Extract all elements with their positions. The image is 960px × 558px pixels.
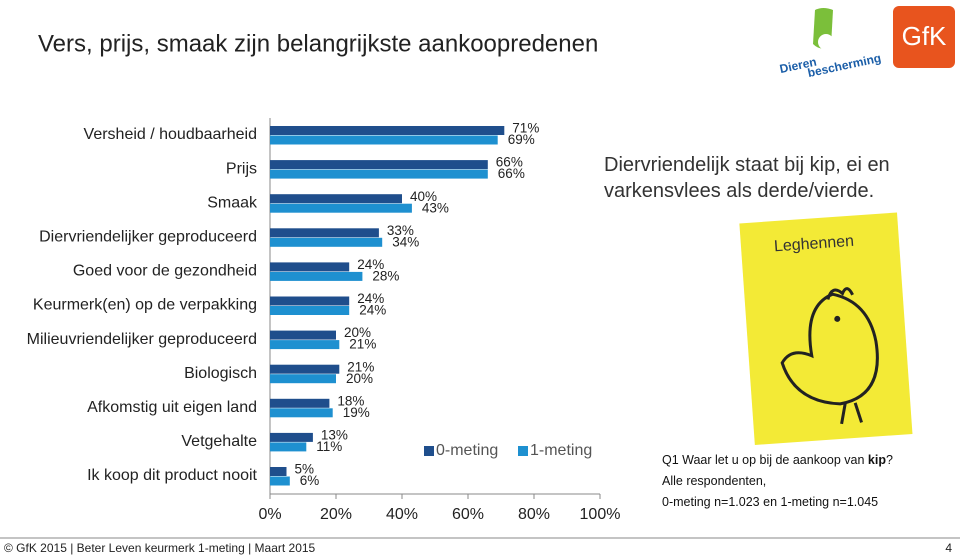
bar [270, 408, 333, 418]
y-tick-label: Vetgehalte [181, 433, 257, 450]
x-tick-label: 40% [386, 506, 418, 523]
value-label: 20% [346, 371, 373, 386]
value-label: 33% [387, 223, 414, 238]
x-tick-label: 80% [518, 506, 550, 523]
bar [270, 160, 488, 170]
question: Q1 Waar let u op bij de aankoop van kip? [662, 450, 893, 471]
note-line: 0-meting n=1.023 en 1-meting n=1.045 [662, 495, 879, 509]
bar [270, 296, 350, 306]
logo-bg [797, 5, 877, 87]
bar [270, 306, 350, 315]
y-tick-label: Prijs [226, 160, 257, 177]
question-text: ? [885, 453, 893, 467]
bar [270, 262, 350, 272]
y-tick-label: Versheid / houdbaarheid [84, 126, 257, 143]
bar [270, 228, 379, 238]
value-label: 18% [337, 393, 364, 408]
bar [270, 340, 340, 350]
value-label: 24% [359, 303, 386, 318]
value-label: 21% [349, 337, 376, 352]
bar [270, 442, 307, 452]
value-label: 19% [343, 405, 370, 420]
y-tick-label: Keurmerk(en) op de verpakking [33, 297, 257, 314]
sticky-note: Leghennen [739, 212, 913, 445]
bar [270, 374, 336, 384]
x-tick-label: 20% [320, 506, 352, 523]
y-tick-label: Smaak [207, 194, 258, 211]
note-line: Alle respondenten, [662, 474, 767, 488]
y-tick-label: Biologisch [184, 365, 257, 382]
bar [270, 169, 488, 179]
value-label: 24% [357, 291, 384, 306]
question-bold: kip [867, 453, 886, 467]
page-number: 4 [945, 541, 952, 555]
bar [270, 432, 313, 442]
annotation: Diervriendelijk staat bij kip, ei en var… [604, 154, 890, 202]
value-label: 24% [357, 257, 384, 272]
value-label: 43% [422, 200, 449, 215]
y-tick-label: Goed voor de gezondheid [73, 263, 257, 280]
bar [270, 364, 340, 374]
legend-label: 0-meting [436, 442, 498, 459]
chicken [780, 292, 879, 406]
footnote: Q1 Waar let u op bij de aankoop van kip?… [662, 450, 893, 513]
bar [270, 398, 330, 408]
value-label: 11% [316, 439, 342, 454]
footer-text: © GfK 2015 | Beter Leven keurmerk 1-meti… [4, 541, 316, 555]
x-tick-label: 0% [258, 506, 281, 523]
x-tick-label: 60% [452, 506, 484, 523]
bar [270, 476, 290, 486]
x-tick-label: 100% [580, 506, 621, 523]
value-label: 66% [498, 166, 525, 181]
eye [834, 315, 841, 322]
logo-paw [818, 34, 834, 50]
value-label: 21% [347, 359, 374, 374]
bar [270, 126, 505, 135]
bar [270, 330, 336, 340]
value-label: 28% [372, 268, 399, 283]
legend-label: 1-meting [530, 442, 592, 459]
legend-swatch [518, 446, 528, 456]
value-label: 20% [344, 325, 371, 340]
bar [270, 467, 287, 476]
value-label: 71% [512, 121, 539, 136]
value-label: 5% [295, 462, 315, 477]
value-label: 34% [392, 234, 419, 249]
bar [270, 203, 412, 213]
value-label: 6% [300, 473, 320, 488]
bar [270, 135, 498, 145]
slide-title: Vers, prijs, smaak zijn belangrijkste aa… [38, 30, 598, 57]
bar [270, 271, 363, 281]
y-tick-label: Ik koop dit product nooit [87, 467, 257, 484]
value-label: 13% [321, 427, 348, 442]
note-text: Leghennen [773, 233, 854, 256]
value-label: 69% [508, 132, 535, 147]
legs [840, 402, 863, 425]
bar [270, 194, 402, 204]
value-label: 40% [410, 189, 437, 204]
y-tick-label: Milieuvriendelijker geproduceerd [27, 331, 257, 348]
question-text: Q1 Waar let u op bij de aankoop van [662, 453, 868, 467]
gfk-text: GfK [902, 21, 947, 51]
gfk-logo [893, 6, 955, 68]
bar [270, 237, 383, 247]
comb [826, 287, 854, 300]
value-label: 66% [496, 155, 523, 170]
legend-swatch [424, 446, 434, 456]
y-tick-label: Afkomstig uit eigen land [87, 399, 257, 416]
y-tick-label: Diervriendelijker geproduceerd [39, 229, 257, 246]
